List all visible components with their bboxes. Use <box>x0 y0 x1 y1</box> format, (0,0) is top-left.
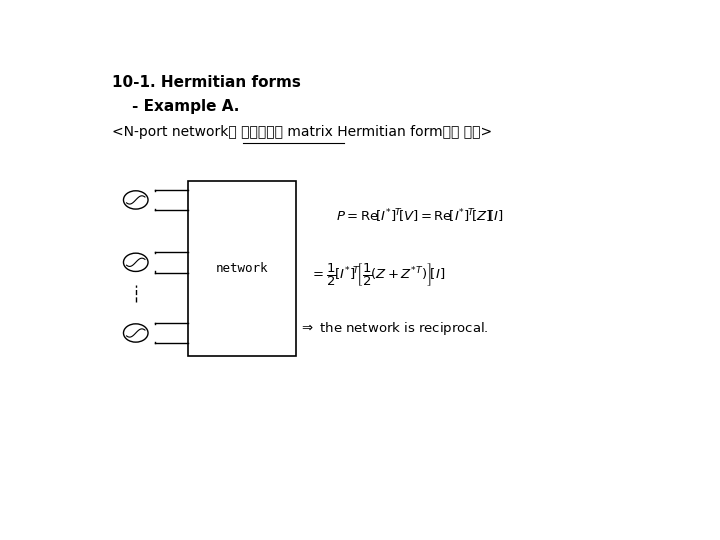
Text: network: network <box>216 262 269 275</box>
Text: $\Rightarrow$ the network is reciprocal.: $\Rightarrow$ the network is reciprocal. <box>300 320 489 338</box>
Text: 10-1. Hermitian forms: 10-1. Hermitian forms <box>112 75 301 90</box>
Bar <box>188 181 297 356</box>
Text: - Example A.: - Example A. <box>132 99 239 114</box>
Text: <N-port network의 소비전력을 matrix Hermitian form으로 표현>: <N-port network의 소비전력을 matrix Hermitian … <box>112 125 492 139</box>
Text: $= \dfrac{1}{2}\!\left[I^{*}\right]^{\!T}\!\left[\dfrac{1}{2}\!\left(Z + Z^{*T}\: $= \dfrac{1}{2}\!\left[I^{*}\right]^{\!T… <box>310 261 446 288</box>
Text: $P = \mathrm{Re}\!\left[I^{*}\right]^{\!T}\!\left[V\right] = \mathrm{Re}\!\left[: $P = \mathrm{Re}\!\left[I^{*}\right]^{\!… <box>336 208 503 225</box>
